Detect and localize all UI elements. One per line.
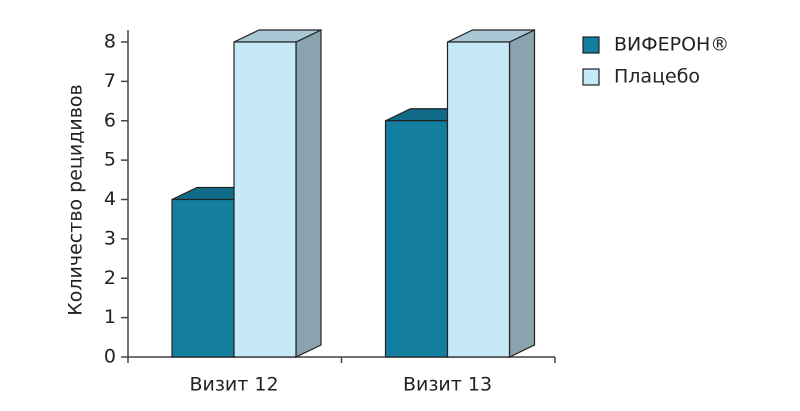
legend-label: ВИФЕРОН®: [614, 34, 729, 56]
y-tick-label: 5: [104, 149, 116, 171]
x-tick-label: Визит 12: [189, 374, 278, 396]
bar-side: [508, 29, 536, 358]
bar-front: [233, 41, 297, 358]
y-axis-label: Количество рецидивов: [65, 84, 87, 315]
legend-label: Плацебо: [614, 66, 700, 88]
bar: [446, 29, 536, 358]
y-tick-label: 4: [104, 188, 116, 210]
y-tick-label: 2: [104, 267, 116, 289]
bar-front: [171, 198, 235, 358]
y-tick-label: 8: [104, 31, 116, 53]
bar-front: [446, 41, 511, 358]
y-tick-label: 6: [104, 109, 116, 131]
bar-front: [384, 120, 449, 358]
bar: [233, 29, 322, 358]
legend-swatch: [582, 68, 600, 86]
x-tick-label: Визит 13: [403, 374, 492, 396]
bar-side: [295, 29, 322, 358]
y-tick-label: 0: [104, 346, 116, 368]
legend-swatch: [582, 36, 600, 54]
y-tick-label: 7: [104, 70, 116, 92]
y-tick-label: 3: [104, 227, 116, 249]
y-tick-label: 1: [104, 306, 116, 328]
